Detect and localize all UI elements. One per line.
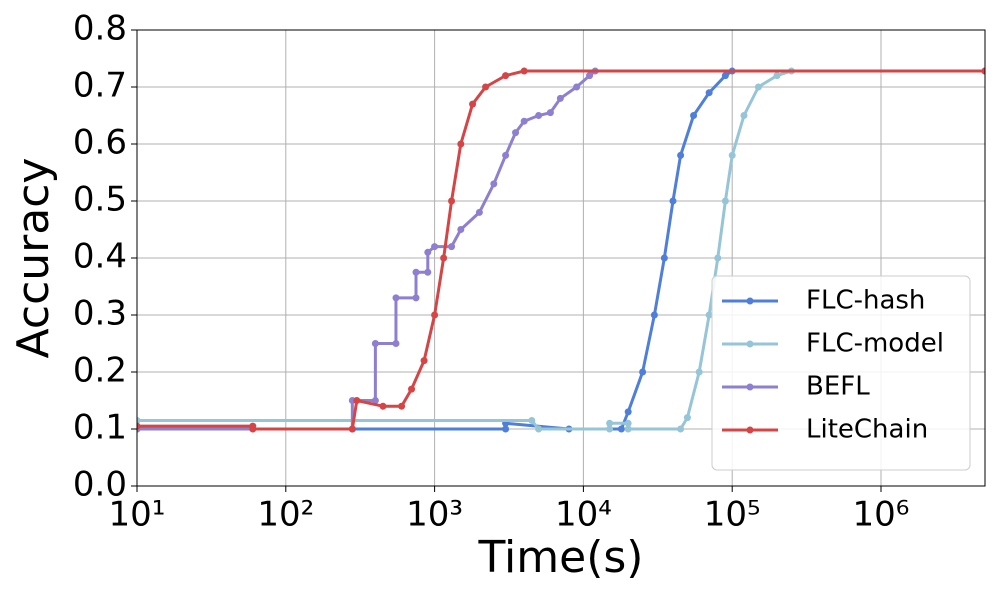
marker xyxy=(457,140,465,148)
marker xyxy=(639,368,647,376)
marker xyxy=(475,208,483,216)
marker xyxy=(617,425,625,433)
marker xyxy=(586,72,594,80)
marker xyxy=(424,268,432,276)
marker xyxy=(740,112,748,119)
legend-label: BEFL xyxy=(806,372,870,402)
marker xyxy=(392,294,400,302)
marker xyxy=(677,425,685,433)
marker xyxy=(502,425,510,433)
y-tick-label: 0.8 xyxy=(73,9,127,49)
x-tick-label: 10⁴ xyxy=(555,495,612,535)
marker xyxy=(705,311,713,319)
marker xyxy=(690,112,698,119)
marker xyxy=(528,416,536,424)
y-tick-label: 0.1 xyxy=(73,408,127,448)
marker xyxy=(512,129,520,137)
marker xyxy=(482,83,490,91)
legend-box xyxy=(711,275,971,471)
marker xyxy=(606,419,614,427)
marker xyxy=(137,416,141,424)
legend-marker xyxy=(746,340,754,348)
marker xyxy=(981,67,985,75)
marker xyxy=(677,151,685,159)
y-tick-label: 0.6 xyxy=(73,123,127,163)
marker xyxy=(669,197,677,205)
marker xyxy=(721,72,729,80)
marker xyxy=(624,419,632,427)
marker xyxy=(606,425,614,433)
legend-marker xyxy=(746,297,754,305)
marker xyxy=(546,109,554,117)
marker xyxy=(137,422,141,430)
marker xyxy=(448,197,456,205)
marker xyxy=(520,67,528,75)
y-tick-label: 0.5 xyxy=(73,180,127,220)
marker xyxy=(695,368,703,376)
legend-marker xyxy=(746,383,754,391)
marker xyxy=(371,340,379,347)
marker xyxy=(392,340,400,347)
marker xyxy=(624,425,632,433)
x-tick-label: 10⁶ xyxy=(853,495,910,535)
marker xyxy=(773,72,781,80)
marker xyxy=(721,197,729,205)
marker xyxy=(728,151,736,159)
marker xyxy=(624,408,632,416)
marker xyxy=(660,254,668,262)
y-tick-label: 0.7 xyxy=(73,66,127,106)
y-tick-label: 0.3 xyxy=(73,294,127,334)
y-tick-label: 0.2 xyxy=(73,351,127,391)
marker xyxy=(714,254,722,262)
marker xyxy=(520,117,528,125)
marker xyxy=(573,83,581,91)
marker xyxy=(412,268,420,276)
legend-label: FLC-hash xyxy=(806,286,925,316)
marker xyxy=(408,385,416,393)
marker xyxy=(490,180,498,188)
marker xyxy=(348,425,356,433)
x-tick-label: 10¹ xyxy=(109,495,166,535)
marker xyxy=(412,294,420,302)
legend-marker xyxy=(746,426,754,434)
marker xyxy=(448,243,456,251)
marker xyxy=(440,254,448,262)
marker xyxy=(424,248,432,256)
marker xyxy=(705,89,713,97)
y-axis-label: Accuracy xyxy=(8,158,59,359)
marker xyxy=(398,402,406,410)
marker xyxy=(502,72,510,80)
marker xyxy=(431,243,439,251)
marker xyxy=(379,402,387,410)
marker xyxy=(650,311,658,319)
marker xyxy=(683,414,691,422)
x-axis-label: Time(s) xyxy=(478,532,644,583)
y-tick-label: 0.4 xyxy=(73,237,127,277)
plot-frame xyxy=(136,29,986,487)
legend-label: LiteChain xyxy=(806,415,928,445)
marker xyxy=(420,357,428,365)
legend-label: FLC-model xyxy=(806,329,944,359)
marker xyxy=(535,425,543,433)
marker xyxy=(556,94,564,102)
x-tick-label: 10⁵ xyxy=(704,495,761,535)
series-line xyxy=(137,69,985,431)
marker xyxy=(371,397,379,404)
marker xyxy=(249,425,257,433)
marker xyxy=(502,151,510,159)
x-tick-label: 10³ xyxy=(406,495,463,535)
marker xyxy=(353,397,361,404)
marker xyxy=(754,83,762,91)
y-tick-label: 0.0 xyxy=(73,465,127,505)
marker xyxy=(535,112,543,119)
x-tick-label: 10² xyxy=(257,495,314,535)
marker xyxy=(457,226,465,233)
marker xyxy=(469,100,477,108)
marker xyxy=(431,311,439,319)
